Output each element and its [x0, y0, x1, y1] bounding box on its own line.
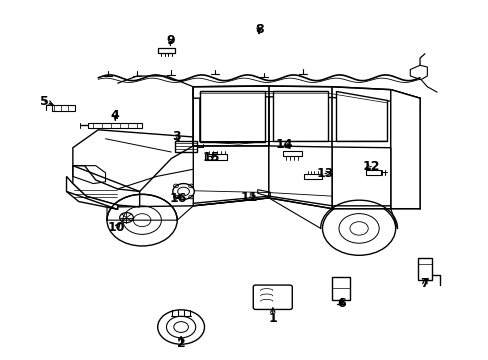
Text: 5: 5	[40, 95, 49, 108]
Polygon shape	[331, 147, 390, 209]
Text: 2: 2	[176, 337, 185, 350]
Text: 12: 12	[362, 160, 379, 173]
Text: 13: 13	[316, 167, 333, 180]
Text: 1: 1	[268, 311, 277, 325]
Text: 16: 16	[170, 192, 187, 205]
Polygon shape	[66, 176, 118, 210]
Text: 11: 11	[240, 191, 258, 204]
Polygon shape	[390, 90, 419, 209]
Polygon shape	[199, 91, 264, 141]
Text: 9: 9	[166, 34, 174, 48]
Polygon shape	[268, 146, 331, 209]
Text: 14: 14	[275, 138, 293, 150]
Circle shape	[322, 202, 395, 255]
Text: 6: 6	[337, 297, 346, 310]
Text: 3: 3	[172, 130, 180, 144]
Circle shape	[172, 184, 194, 199]
Polygon shape	[335, 91, 386, 141]
Text: 15: 15	[202, 151, 220, 164]
Text: 4: 4	[111, 109, 120, 122]
Text: 10: 10	[108, 221, 125, 234]
Polygon shape	[193, 86, 419, 108]
Text: 7: 7	[420, 278, 428, 291]
Circle shape	[158, 310, 204, 344]
Text: 8: 8	[254, 23, 263, 36]
Polygon shape	[193, 146, 268, 206]
Polygon shape	[272, 91, 328, 141]
Circle shape	[107, 194, 177, 246]
